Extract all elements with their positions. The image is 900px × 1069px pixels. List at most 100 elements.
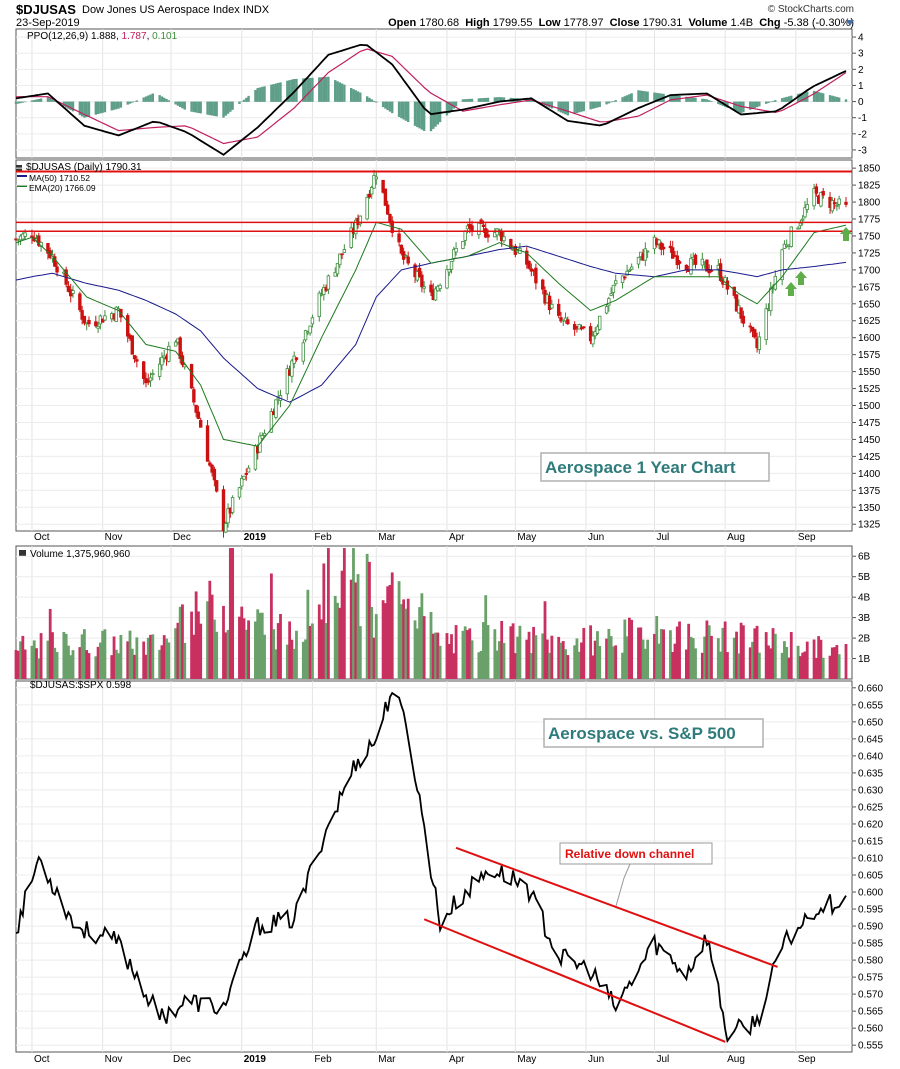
candle-body: [830, 200, 835, 212]
ratio-annotation-box: Aerospace vs. S&P 500: [543, 718, 764, 748]
volume-bar: [358, 626, 362, 679]
volume-bar: [835, 645, 839, 679]
volume-bar: [162, 635, 166, 679]
volume-bar: [274, 649, 278, 679]
ma50-label: MA(50) 1710.52: [29, 173, 90, 183]
month-label: Nov: [105, 532, 123, 543]
candle-body: [148, 377, 153, 382]
volume-bar: [769, 648, 773, 679]
ppo-histogram-bar: [78, 101, 82, 116]
volume-bar: [16, 650, 20, 679]
month-label: Jun: [588, 532, 604, 543]
candle-body: [463, 230, 467, 241]
ppo-histogram-bar: [438, 101, 442, 123]
chart-date: 23-Sep-2019: [16, 17, 80, 29]
ppo-histogram-bar: [277, 82, 280, 102]
ppo-histogram-bar: [397, 101, 401, 117]
candle-body: [114, 306, 119, 322]
candle-body: [130, 335, 134, 355]
candle-body: [37, 235, 41, 246]
panel-frame-ratio: [15, 680, 853, 1053]
candle-body: [577, 324, 581, 330]
candle-body: [502, 236, 506, 242]
volume-bar: [689, 636, 693, 679]
volume-bar: [557, 636, 561, 679]
volume-bar: [256, 609, 260, 679]
ppo-histogram-bar: [174, 101, 177, 105]
volume-bar: [130, 648, 134, 679]
volume-bar: [420, 593, 424, 679]
channel-upper-line: [455, 846, 778, 968]
volume-bar: [110, 655, 114, 679]
volume-bar: [783, 641, 786, 679]
ppo-histogram-bar: [352, 89, 355, 102]
volume-bar: [160, 645, 164, 679]
ppo-histogram-bar: [771, 100, 775, 102]
month-label: Oct: [34, 532, 50, 543]
volume-bar: [39, 633, 43, 679]
volume-bar: [657, 643, 661, 679]
volume-bar: [821, 657, 825, 679]
candle-body: [757, 336, 762, 350]
candle-body: [429, 284, 433, 293]
candle-body: [301, 342, 306, 362]
ppo-histogram-bar: [566, 101, 570, 116]
ppo-histogram-bar: [787, 96, 791, 102]
ppo-histogram-bar: [612, 101, 615, 102]
volume-bar: [144, 654, 148, 679]
candle-body: [447, 269, 451, 273]
ytick-ratio: 0.580: [858, 956, 883, 967]
ytick-price: 1550: [858, 367, 881, 378]
exchange: INDX: [242, 4, 270, 16]
month-label: Jun: [588, 1054, 604, 1065]
candle-body: [80, 310, 84, 320]
volume-bar: [342, 548, 346, 679]
ppo-histogram-bar: [413, 101, 417, 126]
candle-body: [212, 468, 217, 481]
candle-body: [87, 319, 91, 325]
ppo-histogram-bar: [183, 101, 186, 110]
candle-body: [620, 275, 625, 284]
volume-bar: [101, 630, 105, 679]
ytick-vol: 6B: [858, 552, 871, 563]
volume-bar: [803, 651, 807, 679]
volume-bar: [837, 654, 841, 679]
ppo-histogram-bar: [318, 77, 321, 102]
volume-bar: [641, 639, 645, 679]
volume-bar: [593, 640, 597, 679]
volume-bar: [46, 640, 50, 679]
month-label: 2019: [244, 532, 267, 543]
candle-body: [372, 175, 376, 189]
volume-bar: [513, 653, 517, 679]
brand-credit: © StockCharts.com: [767, 4, 854, 15]
ppo-histogram-bar: [231, 101, 234, 110]
candle-body: [71, 290, 75, 294]
ytick-ratio: 0.555: [858, 1041, 883, 1052]
volume-bar: [833, 647, 836, 679]
candle-body: [78, 293, 82, 311]
ppo-histogram-bar: [726, 101, 729, 108]
candle-body: [470, 225, 474, 232]
candle-body: [406, 256, 410, 264]
ppo-histogram-bar: [573, 101, 576, 114]
candle-body: [657, 239, 661, 245]
ppo-histogram-bar: [101, 101, 104, 113]
triangle-down-icon[interactable]: [846, 20, 854, 26]
ppo-histogram-bar: [263, 86, 266, 102]
candle-body: [342, 249, 347, 253]
candle-body: [96, 325, 100, 329]
volume-bar: [678, 621, 681, 679]
candle-body: [677, 261, 682, 264]
candle-body: [210, 464, 214, 473]
candle-body: [151, 373, 155, 375]
volume-bar: [399, 604, 403, 679]
ppo-histogram-bar: [215, 101, 218, 117]
ppo-histogram-bar: [199, 101, 202, 114]
candle-body: [192, 389, 196, 403]
volume-bar: [320, 619, 323, 679]
volume-bar: [263, 634, 266, 679]
month-label: Sep: [798, 532, 816, 543]
month-label: Feb: [314, 532, 332, 543]
ppo-histogram-bar: [406, 101, 410, 123]
